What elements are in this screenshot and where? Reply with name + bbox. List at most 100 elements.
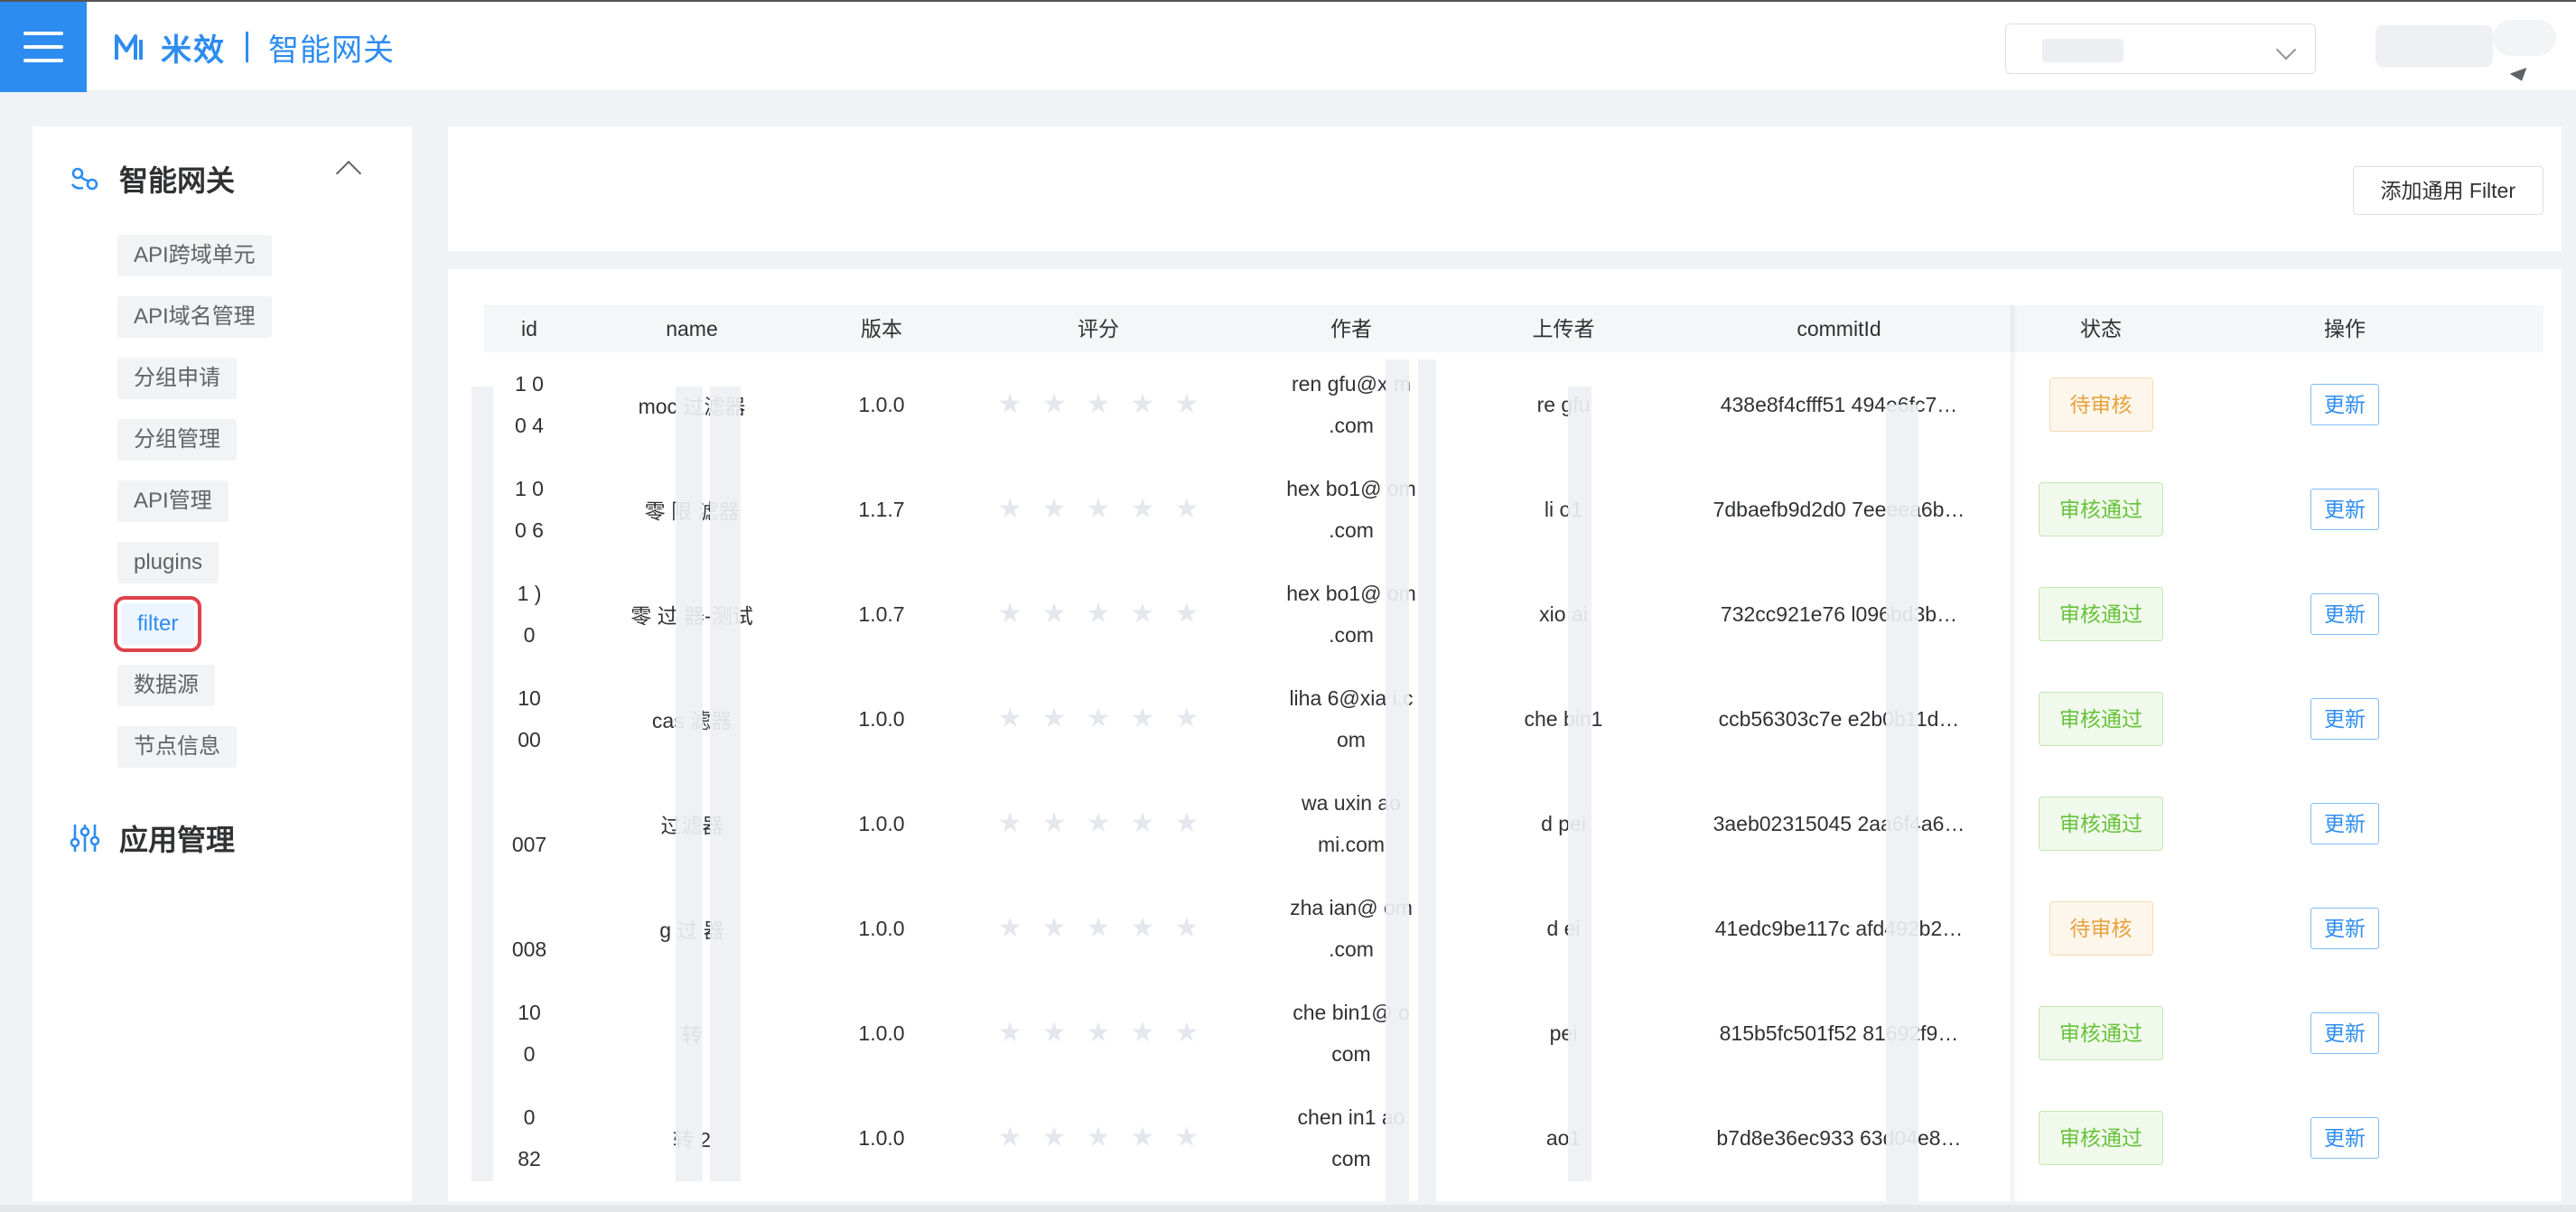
cell-id: 007 bbox=[511, 833, 547, 856]
sidebar-item-api-cross-domain[interactable]: API跨域单元 bbox=[117, 235, 272, 276]
column-header-commit-id[interactable]: commitId bbox=[1797, 317, 1881, 340]
redacted-mask bbox=[2042, 39, 2123, 62]
brand-name: 米效 bbox=[161, 33, 226, 68]
column-header-version[interactable]: 版本 bbox=[861, 317, 902, 340]
cell-uploader: pei bbox=[1549, 1021, 1578, 1045]
star-icon: ★ bbox=[1174, 913, 1199, 943]
sidebar-item-group-manage[interactable]: 分组管理 bbox=[117, 419, 237, 461]
sidebar-item-api-domain[interactable]: API域名管理 bbox=[117, 296, 272, 338]
cell-status: 审核通过 bbox=[2011, 981, 2191, 1086]
update-button[interactable]: 更新 bbox=[2310, 489, 2379, 530]
star-icon: ★ bbox=[997, 1018, 1022, 1048]
update-button[interactable]: 更新 bbox=[2310, 908, 2379, 949]
cell-rating: ★ ★ ★ ★ ★ bbox=[954, 876, 1243, 981]
cell-actions: 更新 bbox=[2191, 562, 2498, 667]
caret-down-icon bbox=[2509, 67, 2531, 85]
gateway-icon bbox=[70, 167, 98, 191]
star-icon: ★ bbox=[1041, 808, 1067, 838]
sidebar-group-title: 智能网关 bbox=[119, 164, 236, 197]
update-button[interactable]: 更新 bbox=[2310, 698, 2379, 740]
cell-status: 审核通过 bbox=[2011, 457, 2191, 562]
column-header-status[interactable]: 状态 bbox=[2080, 317, 2122, 340]
cell-rating: ★ ★ ★ ★ ★ bbox=[954, 562, 1243, 667]
cell-commit-id: 815b5fc501f52 81692f9… bbox=[1667, 981, 2011, 1086]
cell-id: 1 ) 0 bbox=[517, 582, 542, 647]
cell-id: 1 0 0 4 bbox=[515, 372, 544, 437]
star-icon: ★ bbox=[1041, 599, 1067, 629]
status-badge: 审核通过 bbox=[2039, 482, 2163, 536]
column-header-author[interactable]: 作者 bbox=[1330, 317, 1372, 340]
sidebar-item-group-apply[interactable]: 分组申请 bbox=[117, 358, 237, 399]
status-badge: 待审核 bbox=[2049, 901, 2153, 956]
cell-actions: 更新 bbox=[2191, 1086, 2498, 1190]
cell-version: 1.0.0 bbox=[858, 1125, 905, 1150]
star-icon: ★ bbox=[1086, 1018, 1111, 1048]
commit-id-text: 815b5fc501f52 81692f9… bbox=[1719, 1021, 1959, 1045]
cell-uploader: che bin1 bbox=[1524, 706, 1603, 731]
table-row: 10 0 转1.0.0★★★★★che bin1@ o com pei815b5… bbox=[484, 981, 2543, 1086]
cell-rating: ★ ★ ★ ★ ★ bbox=[954, 667, 1243, 771]
cell-actions: 更新 bbox=[2191, 981, 2498, 1086]
update-button[interactable]: 更新 bbox=[2310, 803, 2379, 844]
star-icon: ★ bbox=[1174, 494, 1199, 524]
sidebar-item-datasource[interactable]: 数据源 bbox=[117, 665, 215, 706]
status-badge: 待审核 bbox=[2049, 378, 2153, 432]
rating-stars: ★ ★ ★ ★ ★ bbox=[998, 601, 1199, 628]
rating-stars: ★ ★ ★ ★ ★ bbox=[998, 496, 1199, 523]
sidebar-item-node-info[interactable]: 节点信息 bbox=[117, 726, 237, 768]
sidebar-item-api-manage[interactable]: API管理 bbox=[117, 480, 229, 522]
brand-logo[interactable]: 米效 智能网关 bbox=[114, 23, 395, 70]
star-icon: ★ bbox=[1041, 494, 1067, 524]
column-header-rating[interactable]: 评分 bbox=[1078, 317, 1119, 340]
cell-uploader: li o1 bbox=[1544, 497, 1583, 521]
cell-uploader: re gfu bbox=[1536, 392, 1591, 416]
update-button[interactable]: 更新 bbox=[2310, 1117, 2379, 1159]
chevron-up-icon[interactable] bbox=[335, 160, 362, 187]
brand-m-icon bbox=[115, 34, 143, 60]
star-icon: ★ bbox=[1174, 389, 1199, 419]
cell-version: 1.0.0 bbox=[858, 811, 905, 835]
column-header-id[interactable]: id bbox=[521, 317, 537, 340]
user-menu[interactable] bbox=[2366, 20, 2556, 85]
cell-status: 待审核 bbox=[2011, 352, 2191, 457]
cell-rating: ★ ★ ★ ★ ★ bbox=[954, 771, 1243, 876]
column-header-name[interactable]: name bbox=[666, 317, 718, 340]
cell-commit-id: 41edc9be117c afd492b2… bbox=[1667, 876, 2011, 981]
cell-rating: ★ ★ ★ ★ ★ bbox=[954, 457, 1243, 562]
add-filter-button[interactable]: 添加通用 Filter bbox=[2352, 166, 2543, 215]
sidebar-group-gateway[interactable]: 智能网关 bbox=[69, 152, 235, 206]
commit-id-text: 7dbaefb9d2d0 7eeeea6b… bbox=[1713, 497, 1965, 521]
cell-commit-id: 438e8f4cfff51 494e6fc7… bbox=[1667, 352, 2011, 457]
environment-select[interactable] bbox=[2005, 23, 2316, 74]
update-button[interactable]: 更新 bbox=[2310, 593, 2379, 635]
update-button[interactable]: 更新 bbox=[2310, 1012, 2379, 1054]
table-row: 1 0 0 6零 限 滤器1.1.7★★★★★hex bo1@ om .coml… bbox=[484, 457, 2543, 562]
cell-commit-id: 732cc921e76 l096bd3b… bbox=[1667, 562, 2011, 667]
star-icon: ★ bbox=[1086, 704, 1111, 733]
status-badge: 审核通过 bbox=[2039, 692, 2163, 746]
hamburger-icon-bar bbox=[23, 59, 63, 62]
sidebar-group-app-manage[interactable]: 应用管理 bbox=[69, 811, 235, 865]
sidebar-item-filter[interactable]: filter bbox=[113, 596, 202, 652]
star-icon: ★ bbox=[1174, 599, 1199, 629]
sidebar-item-plugins[interactable]: plugins bbox=[117, 542, 219, 583]
rating-stars: ★ ★ ★ ★ ★ bbox=[998, 1020, 1199, 1047]
commit-id-text: 41edc9be117c afd492b2… bbox=[1714, 916, 1964, 940]
cell-version: 1.0.0 bbox=[858, 706, 905, 731]
star-icon: ★ bbox=[1086, 389, 1111, 419]
cell-rating: ★ ★ ★ ★ ★ bbox=[954, 352, 1243, 457]
update-button[interactable]: 更新 bbox=[2310, 384, 2379, 425]
star-icon: ★ bbox=[1041, 389, 1067, 419]
product-name: 智能网关 bbox=[268, 33, 395, 68]
commit-id-text: 732cc921e76 l096bd3b… bbox=[1720, 601, 1958, 626]
menu-toggle-button[interactable] bbox=[0, 2, 87, 92]
sidebar-group-title: 应用管理 bbox=[119, 824, 236, 856]
cell-actions: 更新 bbox=[2191, 876, 2498, 981]
column-header-uploader[interactable]: 上传者 bbox=[1532, 317, 1595, 340]
redacted-mask bbox=[710, 387, 741, 1181]
top-header: 米效 智能网关 bbox=[0, 0, 2576, 92]
cell-version: 1.0.7 bbox=[858, 601, 905, 626]
star-icon: ★ bbox=[1086, 913, 1111, 943]
